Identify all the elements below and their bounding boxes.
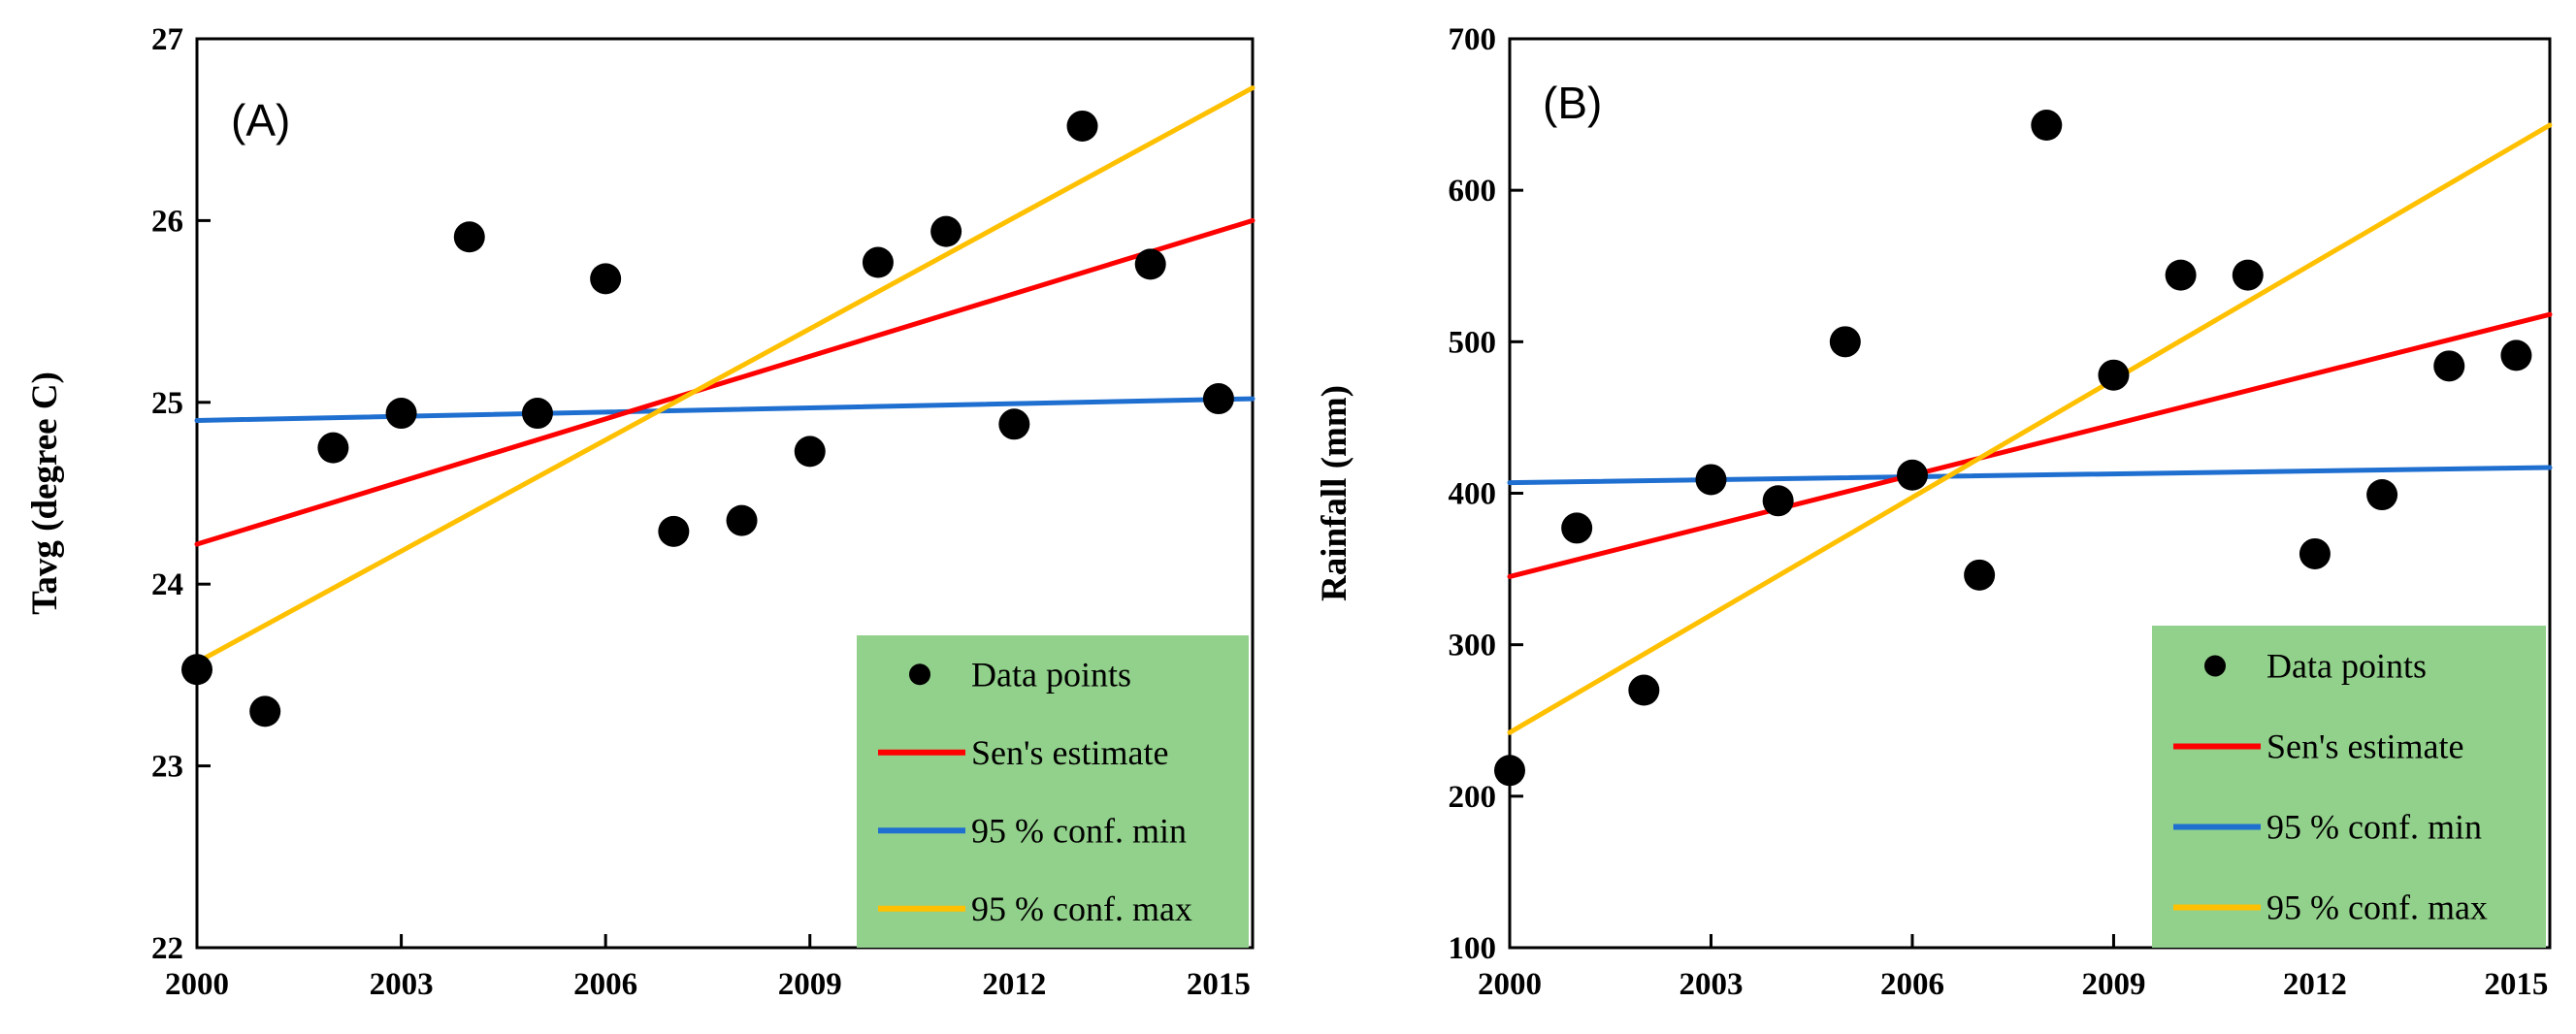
legend-label: 95 % conf. max	[2266, 889, 2488, 927]
x-tick-label: 2000	[165, 967, 229, 1002]
data-point	[521, 398, 553, 430]
data-point	[1561, 512, 1593, 544]
y-tick-label: 22	[151, 931, 183, 966]
sen-s-estimate-line	[1507, 311, 2553, 579]
chart-a: 22 23 24 25 26 27 2000 2003 2006 2009 2012 2015 Tavg…	[25, 22, 1255, 1002]
y-axis-label: Rainfall (mm)	[1315, 385, 1354, 601]
data-point	[2031, 110, 2063, 142]
legend-label: Data points	[2266, 647, 2427, 686]
y-tick-label: 27	[151, 22, 183, 57]
x-tick-label: 2009	[2081, 967, 2145, 1002]
data-point	[2433, 350, 2465, 382]
data-point	[1202, 383, 1234, 415]
data-point	[1066, 110, 1098, 142]
data-point	[1964, 559, 1996, 591]
data-point	[2098, 359, 2130, 391]
legend-label: 95 % conf. max	[971, 889, 1192, 928]
legend-label: 95 % conf. min	[2266, 808, 2482, 847]
data-point	[2299, 537, 2331, 569]
data-point	[794, 436, 826, 468]
legend-label: Data points	[971, 655, 1131, 694]
y-tick-label: 500	[1449, 325, 1497, 360]
data-point	[1628, 674, 1660, 706]
plot-frame	[195, 37, 1255, 950]
legend-marker-data-points	[2204, 655, 2226, 677]
y-axis-label: Tavg (degree C)	[25, 372, 65, 615]
data-point	[2366, 479, 2398, 511]
data-point	[726, 504, 758, 536]
legend-marker-data-points	[909, 663, 930, 686]
95-conf-min-line	[194, 396, 1255, 423]
data-point	[249, 695, 281, 727]
legend-label: Sen's estimate	[971, 733, 1168, 772]
x-tick-label: 2015	[2484, 967, 2548, 1002]
data-point	[930, 215, 962, 247]
y-tick-label: 24	[151, 567, 183, 602]
panel-label: (B)	[1543, 78, 1602, 128]
data-point	[1494, 755, 1525, 787]
data-point	[453, 221, 485, 253]
x-tick-label: 2012	[982, 967, 1046, 1002]
legend-box	[2152, 626, 2546, 948]
y-tick-label: 23	[151, 750, 183, 785]
y-tick-label: 700	[1449, 22, 1497, 57]
data-point	[658, 515, 690, 547]
x-tick-label: 2003	[1679, 967, 1743, 1002]
95-conf-min-line	[1507, 465, 2553, 486]
data-point	[181, 654, 212, 686]
legend-label: Sen's estimate	[2266, 727, 2463, 766]
sen-s-estimate-line	[194, 217, 1255, 547]
y-tick-label: 200	[1449, 780, 1497, 815]
95-conf-max-line	[1507, 122, 2553, 735]
95-conf-max-line	[194, 85, 1255, 665]
y-tick-label: 400	[1449, 477, 1497, 512]
data-point	[317, 432, 349, 464]
y-tick-label: 26	[151, 204, 183, 239]
x-tick-label: 2015	[1187, 967, 1251, 1002]
data-point	[1695, 464, 1727, 496]
x-tick-label: 2006	[573, 967, 637, 1002]
x-tick-label: 2003	[370, 967, 434, 1002]
x-tick-label: 2009	[778, 967, 842, 1002]
data-point	[1829, 326, 1861, 358]
data-point	[1896, 459, 1928, 491]
data-point	[385, 398, 417, 430]
y-tick-label: 100	[1449, 931, 1497, 966]
panel-label: (A)	[231, 95, 290, 145]
y-tick-label: 25	[151, 386, 183, 421]
x-tick-label: 2006	[1880, 967, 1944, 1002]
legend-label: 95 % conf. min	[971, 811, 1187, 850]
data-point	[862, 246, 894, 278]
legend-box	[857, 635, 1249, 948]
data-point	[2500, 339, 2532, 372]
chart-b: 100 200 300 400 500 600 700 2000 2003 2006 2009 201…	[1315, 22, 2553, 1002]
data-point	[998, 408, 1030, 440]
data-point	[2165, 259, 2197, 291]
data-point	[2232, 259, 2264, 291]
x-tick-label: 2000	[1478, 967, 1542, 1002]
data-point	[1762, 485, 1794, 517]
y-tick-label: 600	[1449, 174, 1497, 209]
data-point	[1134, 248, 1166, 280]
y-tick-label: 300	[1449, 629, 1497, 663]
data-point	[590, 263, 622, 295]
x-tick-label: 2012	[2283, 967, 2347, 1002]
